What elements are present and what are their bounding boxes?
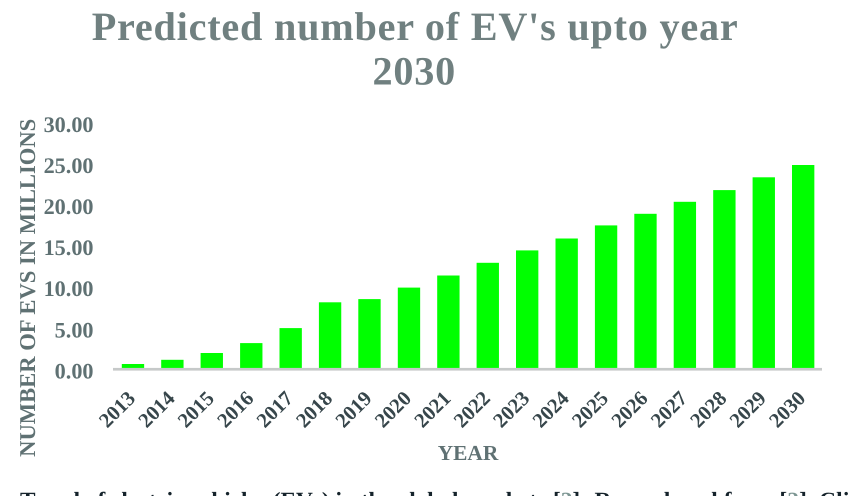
svg-text:2030: 2030 (373, 49, 457, 94)
svg-text:2016: 2016 (214, 387, 259, 432)
svg-text:2017: 2017 (253, 387, 298, 432)
svg-text:25.00: 25.00 (44, 153, 94, 178)
svg-text:2029: 2029 (726, 387, 771, 432)
svg-text:30.00: 30.00 (44, 112, 94, 137)
svg-text:NUMBER OF EVS IN MILLIONS: NUMBER OF EVS IN MILLIONS (15, 119, 40, 457)
svg-text:0.00: 0.00 (55, 358, 94, 383)
svg-text:[2].: [2]. (553, 488, 586, 496)
svg-text:2026: 2026 (608, 387, 653, 432)
svg-text:2028: 2028 (687, 387, 732, 432)
svg-text:2023: 2023 (489, 387, 534, 432)
svg-text:2024: 2024 (529, 387, 574, 432)
svg-text:Predicted number of EV's upto: Predicted number of EV's upto year (92, 4, 739, 49)
svg-text:15.00: 15.00 (44, 235, 94, 260)
svg-text:2014: 2014 (135, 387, 180, 432)
svg-text:2021: 2021 (411, 387, 456, 432)
svg-text:2018: 2018 (292, 387, 337, 432)
svg-text:2025: 2025 (568, 387, 613, 432)
svg-text:2020: 2020 (371, 387, 416, 432)
svg-text:10.00: 10.00 (44, 276, 94, 301)
svg-text:2015: 2015 (174, 387, 219, 432)
svg-text:2013: 2013 (95, 387, 140, 432)
svg-text:2019: 2019 (332, 387, 377, 432)
svg-text:YEAR: YEAR (438, 441, 499, 465)
svg-text:2027: 2027 (647, 387, 692, 432)
svg-text:5.00: 5.00 (55, 317, 94, 342)
svg-text:2030: 2030 (765, 387, 810, 432)
svg-text:20.00: 20.00 (44, 194, 94, 219)
svg-text:2022: 2022 (450, 387, 495, 432)
svg-text:Reproduced from [2]. Climate: Reproduced from [2]. Climate (595, 488, 850, 496)
svg-text:Trend of electric vehicles (EV: Trend of electric vehicles (EVs) in the … (20, 488, 543, 496)
